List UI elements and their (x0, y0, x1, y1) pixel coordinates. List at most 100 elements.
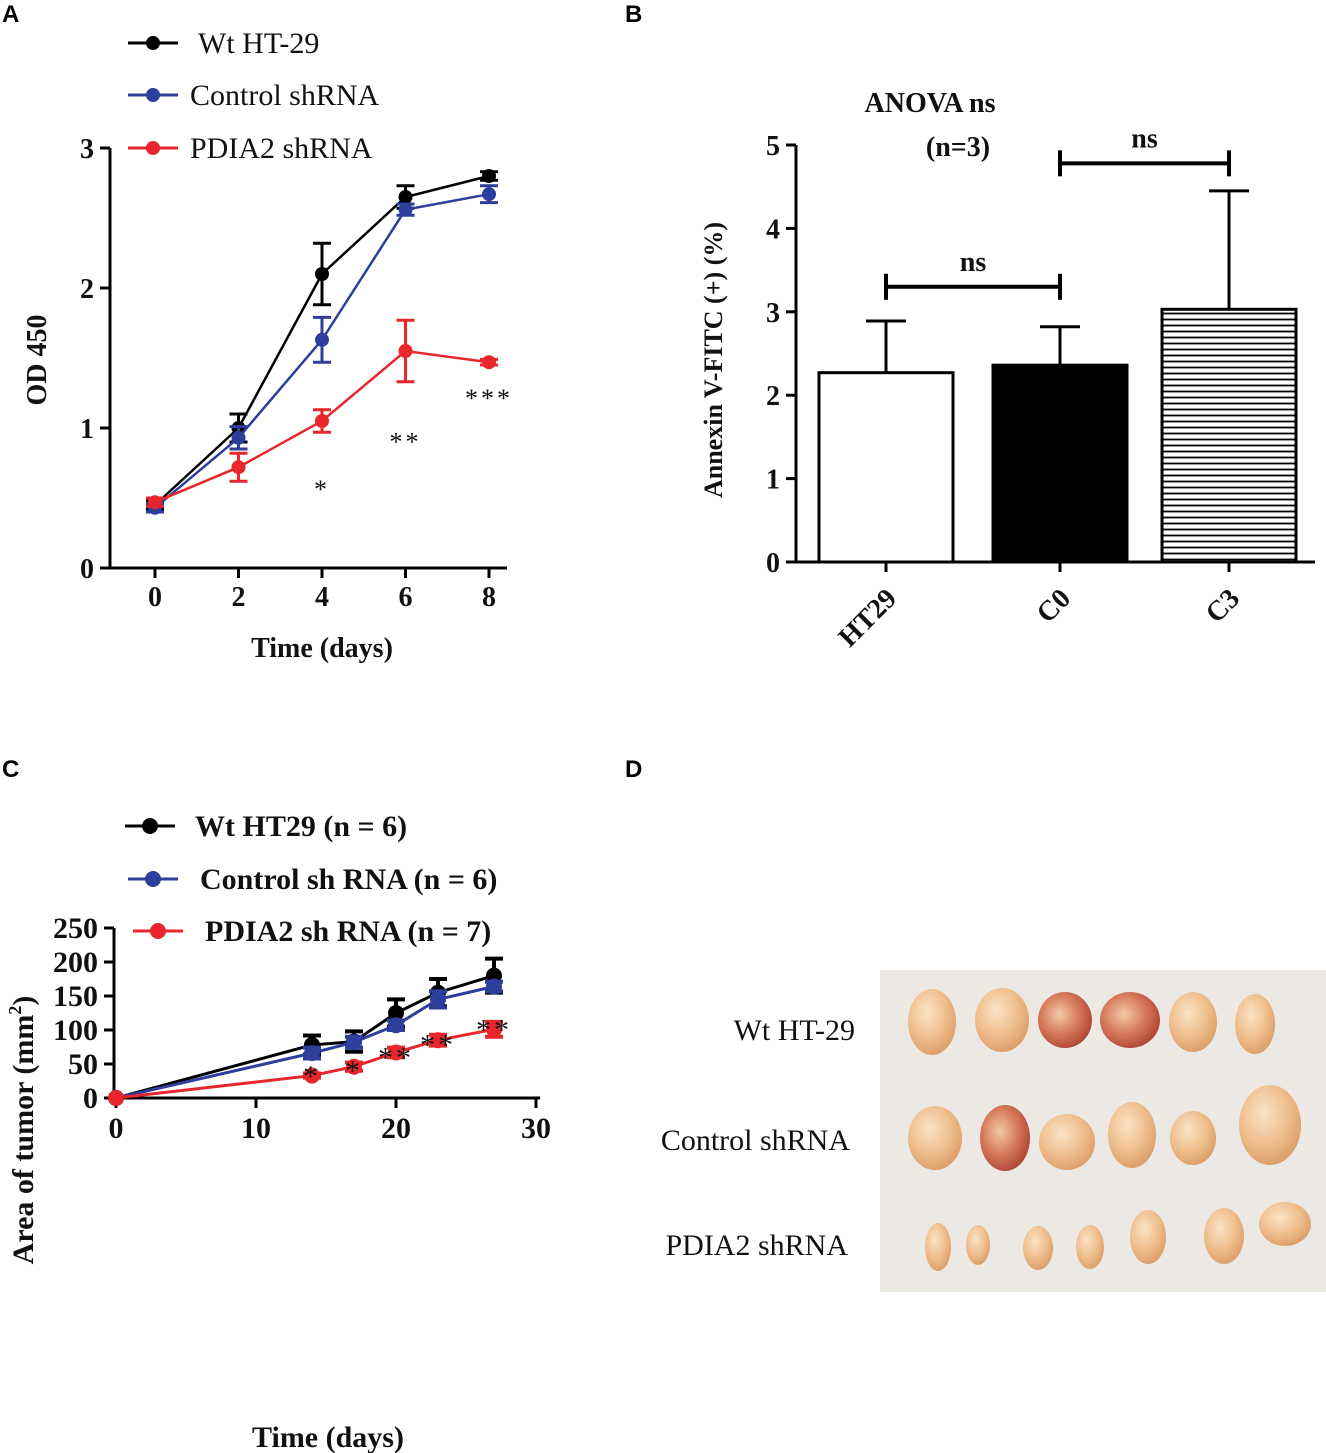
b-bracket-label-1: ns (1131, 123, 1158, 154)
a-annotation-0: * (314, 475, 330, 504)
tumor-pdia2-6 (1204, 1208, 1244, 1264)
b-x-tick-label-2: C3 (1200, 583, 1246, 629)
tumor-wt-2 (975, 988, 1029, 1052)
a-x-tick-label-0: 0 (148, 582, 162, 613)
c-point-1-3 (388, 1017, 404, 1034)
a-x-tick-label-4: 8 (482, 582, 496, 613)
c-annotation-1: * (345, 1054, 363, 1087)
panel-c-ylabel-main: Area of tumor (mm (7, 1015, 40, 1265)
legend-c-marker-2 (150, 923, 166, 939)
c-y-tick-label-0: 0 (83, 1082, 98, 1115)
c-point-2-5 (486, 1021, 502, 1038)
c-series-line-0 (115, 974, 495, 1100)
row-label-pdia2: PDIA2 shRNA (665, 1229, 848, 1262)
legend-c-label-1: Control sh RNA (n = 6) (200, 863, 497, 896)
panel-c-ylabel-close: ) (7, 996, 40, 1006)
panel-a-xlabel: Time (days) (251, 633, 393, 664)
panel-a-letter: A (2, 1, 19, 28)
b-bar-1 (991, 363, 1129, 564)
legend-c-label-2: PDIA2 sh RNA (n = 7) (205, 915, 491, 948)
c-y-tick-label-1: 50 (68, 1048, 98, 1081)
tumor-pdia2-1 (925, 1223, 951, 1271)
a-y-tick-label-0: 0 (80, 554, 94, 585)
b-y-tick-label-5: 5 (766, 131, 780, 162)
a-x-tick-label-1: 2 (232, 582, 246, 613)
a-y-tick-label-1: 1 (80, 414, 94, 445)
tumor-pdia2-4 (1076, 1225, 1104, 1269)
a-point-1-3 (398, 202, 413, 217)
a-point-0-3 (398, 190, 413, 204)
panel-a-legend: Wt HT-29 Control shRNA PDIA2 shRNA (128, 27, 380, 165)
a-point-1-4 (482, 187, 496, 202)
a-point-1-1 (231, 430, 246, 445)
legend-a-marker-1 (146, 88, 160, 102)
b-x-tick-label-1: C0 (1031, 583, 1077, 629)
legend-c-label-0: Wt HT29 (n = 6) (195, 810, 407, 843)
c-y-tick-label-5: 250 (53, 912, 98, 945)
b-bar-0 (817, 371, 955, 564)
tumor-control-3 (1039, 1114, 1095, 1170)
c-point-1-4 (430, 991, 446, 1008)
panel-c-legend: Wt HT29 (n = 6) Control sh RNA (n = 6) P… (125, 810, 497, 948)
panel-d: D Wt HT-29 Control shRNA PDIA2 shRNA (625, 756, 1326, 1292)
a-y-tick-label-2: 2 (80, 274, 94, 305)
legend-c-marker-1 (145, 871, 161, 887)
a-point-2-2 (315, 414, 329, 428)
tumor-control-4 (1108, 1102, 1156, 1168)
panel-c-ylabel: Area of tumor (mm2) (5, 996, 40, 1265)
tumor-control-5 (1170, 1111, 1216, 1165)
b-bar-2 (1160, 307, 1298, 564)
legend-c-marker-0 (142, 818, 158, 834)
b-y-tick-label-0: 0 (766, 548, 780, 579)
b-y-tick-label-2: 2 (766, 381, 780, 412)
a-annotation-2: *** (465, 384, 513, 413)
tumor-row-wt (908, 988, 1275, 1055)
c-annotation-3: ** (420, 1028, 456, 1061)
c-point-1-2 (346, 1034, 362, 1051)
tumor-photo (880, 970, 1326, 1292)
b-y-tick-label-4: 4 (766, 214, 780, 245)
a-y-tick-label-3: 3 (80, 134, 94, 165)
panel-b-plot: 0 1 2 3 4 5 HT29 C0 C3 ns ns (766, 123, 1315, 653)
c-y-tick-label-4: 200 (53, 946, 98, 979)
c-annotation-0: * (303, 1060, 321, 1093)
tumor-control-2 (980, 1105, 1030, 1171)
c-point-2-1 (304, 1067, 320, 1084)
tumor-wt-4 (1100, 992, 1160, 1048)
tumor-wt-6 (1235, 994, 1275, 1054)
row-label-control: Control shRNA (661, 1124, 851, 1157)
c-x-tick-label-0: 0 (109, 1112, 124, 1145)
a-point-2-3 (398, 344, 413, 358)
c-x-tick-label-2: 20 (381, 1112, 411, 1145)
panel-b-anova-label: ANOVA ns (865, 88, 996, 119)
tumor-wt-5 (1169, 992, 1217, 1052)
c-x-tick-label-3: 30 (521, 1112, 551, 1145)
tumor-row-pdia2 (925, 1202, 1311, 1271)
a-point-1-2 (315, 332, 329, 347)
tumor-control-1 (908, 1106, 962, 1170)
tumor-pdia2-2 (966, 1225, 990, 1265)
legend-a-marker-0 (146, 36, 160, 50)
c-x-tick-label-1: 10 (241, 1112, 271, 1145)
panel-b: B ANOVA ns (n=3) 0 1 2 3 4 5 HT29 C0 C3 ns ns Anne… (625, 1, 1315, 653)
panel-a: A Wt HT-29 Control shRNA PDIA2 shRNA 0 1 2… (2, 1, 513, 664)
c-series-line-1 (115, 985, 495, 1100)
legend-a-label-2: PDIA2 shRNA (190, 132, 373, 165)
b-y-tick-label-3: 3 (766, 298, 780, 329)
panel-b-n-label: (n=3) (926, 132, 990, 163)
panel-d-letter: D (625, 756, 642, 783)
tumor-control-6 (1239, 1085, 1301, 1165)
panel-a-ylabel: OD 450 (22, 315, 53, 406)
a-point-2-1 (231, 460, 246, 475)
a-x-tick-label-3: 6 (399, 582, 413, 613)
c-point-2-2 (346, 1058, 362, 1075)
tumor-pdia2-7 (1259, 1202, 1311, 1246)
legend-a-marker-2 (146, 141, 160, 155)
panel-b-ylabel: Annexin V-FITC (+) (%) (699, 222, 728, 498)
tumor-wt-3 (1038, 992, 1092, 1048)
legend-a-label-1: Control shRNA (190, 79, 380, 112)
c-point-2-3 (388, 1044, 404, 1061)
c-point-1-5 (486, 978, 502, 995)
